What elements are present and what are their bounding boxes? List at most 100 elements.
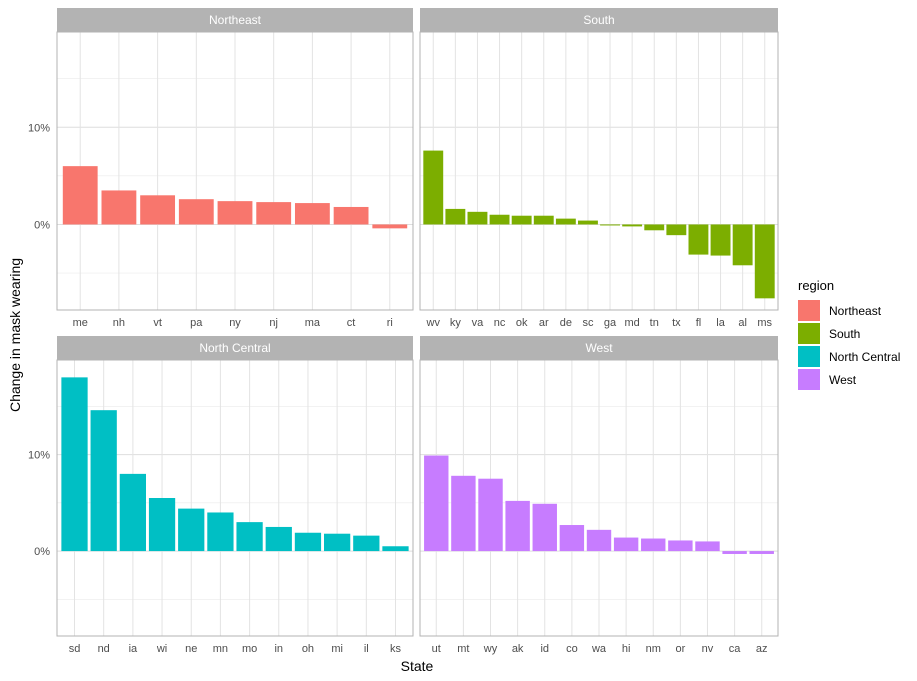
- x-tick-label: hi: [622, 643, 631, 655]
- facet-strip: [57, 8, 413, 32]
- x-tick-label: ar: [539, 317, 549, 329]
- x-tick-label: il: [364, 643, 369, 655]
- legend-label: South: [829, 327, 860, 341]
- facet-strip-label: Northeast: [209, 13, 262, 27]
- facet-panel-west: West ut mt wy ak id co wa hi nm or nv ca az: [419, 336, 779, 655]
- x-tick-label: ut: [432, 643, 441, 655]
- x-tick-label: co: [566, 643, 578, 655]
- panel-border: [419, 359, 779, 637]
- x-tick-label: ny: [229, 317, 241, 329]
- bar-nm: [641, 538, 666, 552]
- x-tick-label: nh: [113, 317, 125, 329]
- bar-la: [710, 224, 731, 256]
- bar-ca: [722, 551, 747, 554]
- legend: region Northeast South North Central West: [798, 278, 900, 390]
- panel-border: [56, 359, 414, 637]
- bar-ks: [382, 546, 409, 552]
- bar-ak: [505, 500, 530, 552]
- legend-label: Northeast: [829, 304, 882, 318]
- x-tick-label: wi: [156, 643, 167, 655]
- x-tick-label: or: [675, 643, 685, 655]
- x-tick-label: va: [472, 317, 485, 329]
- bar-in: [265, 526, 292, 552]
- bar-sc: [578, 220, 598, 225]
- x-tick-label: ne: [185, 643, 197, 655]
- bar-wv: [423, 150, 444, 225]
- bar-id: [532, 503, 557, 552]
- x-tick-label: fl: [696, 317, 702, 329]
- x-tick-label: la: [716, 317, 725, 329]
- x-tick-label: mo: [242, 643, 257, 655]
- x-tick-label: ms: [757, 317, 772, 329]
- x-tick-label: id: [540, 643, 549, 655]
- bar-il: [353, 535, 380, 552]
- bar-sd: [61, 377, 88, 552]
- x-tick-label: tx: [672, 317, 681, 329]
- facet-strip-label: West: [585, 341, 613, 355]
- x-tick-label: ak: [512, 643, 524, 655]
- bar-hi: [613, 537, 639, 552]
- x-tick-label: ma: [305, 317, 321, 329]
- facet-strip-label: North Central: [199, 341, 270, 355]
- x-tick-label: in: [274, 643, 283, 655]
- bar-nj: [256, 202, 292, 225]
- legend-key-south: [798, 323, 820, 344]
- bar-mt: [451, 475, 476, 552]
- legend-title: region: [798, 278, 834, 293]
- bar-nc: [489, 214, 510, 225]
- x-tick-label: vt: [153, 317, 162, 329]
- panel-border: [419, 31, 779, 311]
- x-tick-label: ct: [347, 317, 356, 329]
- x-tick-label: wa: [591, 643, 607, 655]
- facet-panel-northeast: Northeast me nh vt pa ny nj ma ct ri 0% 10%: [28, 8, 414, 329]
- x-tick-label: mn: [213, 643, 228, 655]
- x-tick-label: tn: [650, 317, 659, 329]
- bar-ky: [445, 208, 466, 225]
- bar-mi: [324, 533, 351, 552]
- bar-ga: [600, 224, 620, 226]
- x-tick-label: de: [560, 317, 572, 329]
- facet-strip: [420, 8, 778, 32]
- bar-al: [732, 224, 753, 266]
- y-tick-label: 0%: [34, 546, 50, 558]
- bar-ut: [424, 455, 449, 552]
- bar-mo: [236, 522, 263, 552]
- bar-nd: [90, 410, 117, 552]
- panel-border: [56, 31, 414, 311]
- bar-ar: [533, 215, 554, 225]
- x-tick-label: me: [73, 317, 88, 329]
- x-tick-label: nd: [98, 643, 110, 655]
- x-tick-label: mi: [331, 643, 343, 655]
- bar-nv: [695, 541, 720, 552]
- bar-pa: [178, 199, 214, 225]
- facet-strip-label: South: [583, 13, 614, 27]
- x-tick-label: ga: [604, 317, 617, 329]
- bar-tx: [666, 224, 687, 236]
- facet-strip: [57, 336, 413, 360]
- bar-mn: [207, 512, 234, 552]
- bar-ms: [754, 224, 775, 299]
- facet-strip: [420, 336, 778, 360]
- bar-fl: [688, 224, 709, 255]
- x-tick-label: az: [756, 643, 768, 655]
- bar-ne: [178, 508, 205, 552]
- bar-nh: [101, 190, 137, 225]
- bar-or: [668, 540, 693, 552]
- bar-de: [555, 218, 576, 225]
- x-axis-title: State: [401, 658, 434, 674]
- facet-panel-south: South wv ky va nc ok ar de sc ga md tn tx fl la al ms: [419, 8, 779, 329]
- bar-wi: [148, 498, 176, 552]
- y-tick-label: 0%: [34, 219, 50, 231]
- bar-ma: [294, 203, 330, 225]
- bar-ri: [372, 224, 408, 229]
- bar-wy: [478, 478, 503, 552]
- x-tick-label: md: [625, 317, 640, 329]
- legend-label: West: [829, 373, 857, 387]
- legend-key-north-central: [798, 346, 820, 367]
- x-tick-label: al: [738, 317, 747, 329]
- x-tick-label: sd: [69, 643, 81, 655]
- x-tick-label: oh: [302, 643, 314, 655]
- y-tick-label: 10%: [28, 122, 50, 134]
- bar-ia: [119, 473, 146, 552]
